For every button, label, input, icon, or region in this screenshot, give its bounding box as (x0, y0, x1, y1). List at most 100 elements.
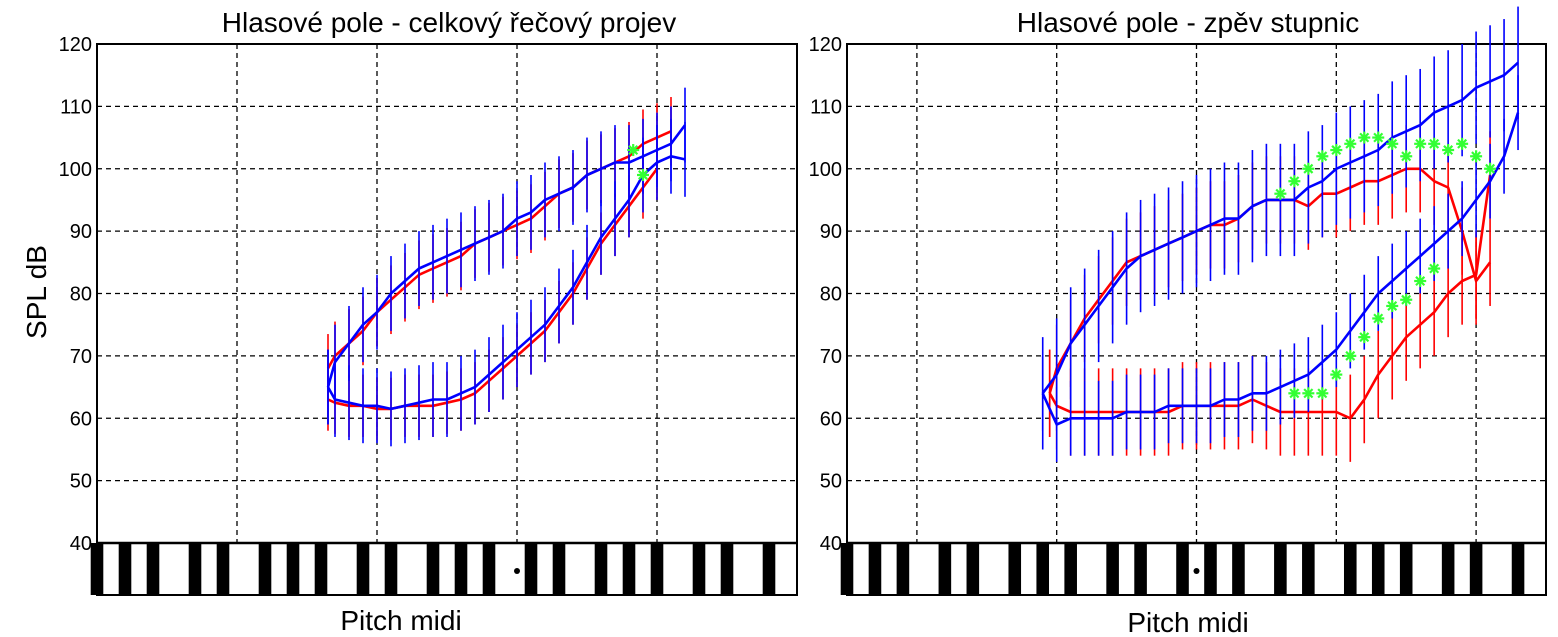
star-marker (1316, 150, 1329, 163)
series-blue-lower (326, 118, 686, 447)
y-tick-label: 120 (809, 34, 842, 56)
star-marker (627, 144, 640, 157)
star-marker (1274, 187, 1287, 200)
piano-keyboard (90, 541, 797, 595)
black-key (188, 543, 202, 595)
y-tick-label: 40 (820, 533, 842, 555)
star-marker (1400, 293, 1413, 306)
plot-area: 40 50 60 70 80 90 100 110 120 (809, 6, 1547, 596)
black-key (146, 543, 160, 595)
black-key (286, 543, 300, 595)
black-key (594, 543, 608, 595)
star-stroke (1359, 332, 1370, 343)
black-key (426, 543, 440, 595)
star-marker (1302, 162, 1315, 175)
star-marker (1358, 331, 1371, 344)
series-line (326, 155, 686, 411)
black-key (868, 543, 882, 595)
star-stroke (1303, 388, 1314, 399)
black-key (1343, 543, 1357, 595)
piano-keyboard (840, 541, 1546, 595)
y-tick-label: 110 (60, 96, 92, 118)
black-key (454, 543, 468, 595)
star-stroke (1345, 138, 1356, 149)
star-marker (1386, 137, 1399, 150)
star-stroke (1415, 138, 1426, 149)
y-tick-label: 80 (820, 284, 842, 306)
black-key (524, 543, 538, 595)
star-stroke (1471, 151, 1482, 162)
series-line (326, 124, 687, 388)
black-key (1441, 543, 1455, 595)
star-stroke (1289, 176, 1300, 187)
black-key (1302, 543, 1315, 595)
black-key (258, 543, 272, 595)
plot-frame (846, 43, 1547, 596)
star-stroke (1387, 138, 1398, 149)
star-stroke (1443, 145, 1454, 156)
keyboard-background (97, 543, 797, 595)
star-marker (1344, 137, 1357, 150)
star-stroke (1289, 388, 1300, 399)
series-line (1048, 174, 1492, 420)
black-key (1511, 543, 1525, 595)
black-key (1204, 543, 1217, 595)
star-stroke (1373, 132, 1384, 143)
star-marker (1470, 150, 1483, 163)
chart-title: Hlasové pole - zpěv stupnic (1017, 7, 1359, 38)
star-stroke (1317, 151, 1328, 162)
black-key (762, 543, 776, 595)
star-marker (1484, 162, 1497, 175)
black-key (482, 543, 496, 595)
y-tick-label: 110 (810, 96, 842, 118)
plot-area: 40 50 60 70 80 90 100 110 120 (59, 34, 798, 596)
marker-stars (627, 144, 649, 181)
series-line (1041, 112, 1520, 426)
star-stroke (1415, 276, 1426, 287)
chart-right: Hlasové pole - zpěv stupnic Pitch midi 4… (809, 6, 1547, 637)
black-key (356, 543, 370, 595)
y-axis-label: SPL dB (21, 245, 52, 339)
star-marker (1386, 299, 1399, 312)
star-stroke (1485, 163, 1496, 174)
y-tick-labels: 40 50 60 70 80 90 100 110 120 (809, 34, 842, 555)
star-marker (1414, 137, 1427, 150)
black-key (216, 543, 230, 595)
y-tick-labels: 40 50 60 70 80 90 100 110 120 (59, 34, 92, 555)
star-stroke (1275, 188, 1286, 199)
star-marker (1372, 312, 1385, 325)
star-marker (1288, 175, 1301, 188)
black-key (938, 543, 952, 595)
star-stroke (1359, 132, 1370, 143)
y-tick-label: 100 (59, 159, 92, 181)
star-marker (1288, 387, 1301, 400)
star-stroke (1331, 145, 1342, 156)
y-tick-label: 50 (70, 471, 92, 493)
grid (847, 44, 1546, 543)
series-line (1041, 61, 1519, 395)
series-blue-upper (326, 87, 687, 425)
star-marker (1400, 150, 1413, 163)
keyboard-marker-dot (514, 568, 520, 574)
star-marker (1428, 262, 1441, 275)
star-marker (1456, 137, 1469, 150)
black-key (1274, 543, 1287, 595)
chart-left: Hlasové pole - celkový řečový projev SPL… (21, 7, 798, 636)
black-key (1064, 543, 1077, 595)
x-axis-label: Pitch midi (1127, 607, 1248, 637)
keyboard-marker-dot (1193, 568, 1200, 574)
series-red-lower (1048, 131, 1492, 462)
black-key (1036, 543, 1050, 595)
black-key (622, 543, 636, 595)
y-tick-label: 40 (70, 533, 92, 555)
marker-stars (1274, 131, 1497, 400)
series-blue-lower (1041, 75, 1520, 462)
y-tick-label: 60 (70, 408, 92, 430)
black-key (1176, 543, 1189, 595)
star-marker (1358, 131, 1371, 144)
black-key (552, 543, 566, 595)
star-marker (1442, 144, 1455, 157)
x-axis-label: Pitch midi (340, 605, 461, 636)
star-stroke (1317, 388, 1328, 399)
